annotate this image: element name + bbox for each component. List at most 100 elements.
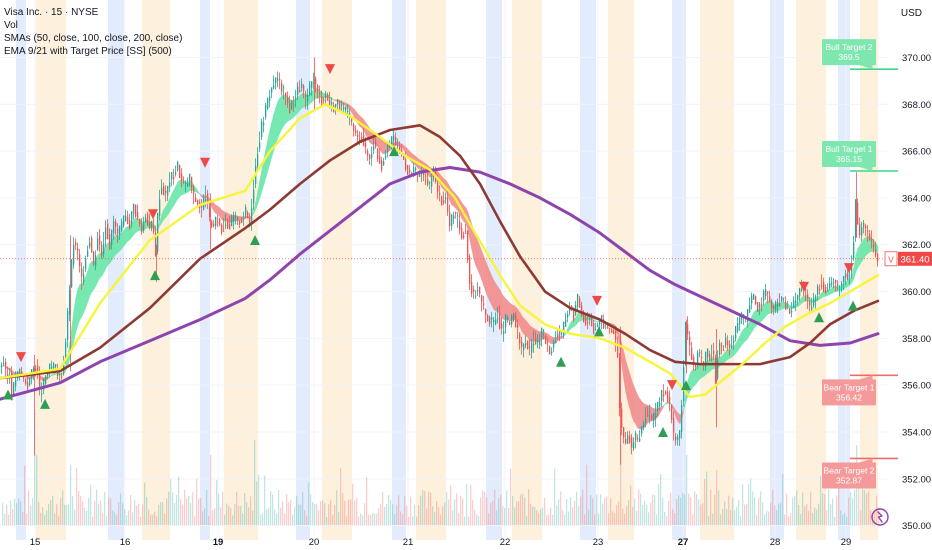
volume-bar [412,516,414,525]
candle-body [719,343,721,355]
volume-bar [340,468,342,525]
candle-body [503,331,505,334]
candle-body [259,142,261,149]
candle-body [319,92,321,95]
volume-bar [246,501,248,525]
candle-body [857,202,859,225]
volume-bar [262,513,264,525]
candle-body [653,412,655,421]
volume-bar [732,498,734,525]
volume-bar [230,507,232,525]
time-tick-label: 29 [841,537,852,548]
volume-bar [852,498,854,525]
volume-bar [650,502,652,525]
price-tick-label: 352.00 [902,474,931,485]
volume-bar [228,505,230,525]
volume-bar [266,509,268,525]
session-band [16,0,26,540]
volume-bar [194,515,196,525]
volume-bar [736,506,738,525]
volume-bar [466,483,468,525]
volume-bar [698,499,700,525]
candle-body [103,243,105,255]
volume-bar [2,503,4,525]
candle-body [729,344,731,348]
sma100-line [0,124,880,380]
volume-bar [574,500,576,525]
candle-body [361,137,363,140]
candle-body [749,304,751,313]
tradingview-logo-icon[interactable] [871,508,889,526]
volume-bar [394,514,396,525]
volume-bar [404,495,406,525]
session-band [672,0,686,540]
target-label-box [822,379,876,406]
candle-body [849,274,851,276]
candle-body [341,103,343,106]
volume-bar [22,512,24,525]
candle-body [673,417,675,433]
volume-bar [796,490,798,525]
volume-bar [846,516,848,525]
candle-body [457,215,459,217]
candle-body [611,329,613,333]
volume-bar [70,465,72,525]
candle-body [107,223,109,240]
volume-bar [388,495,390,525]
candle-body [777,302,779,307]
volume-bar [838,486,840,525]
legend-vol[interactable]: Vol [4,20,18,31]
volume-bar [634,498,636,525]
buy-signal-icon [556,356,566,367]
candle-body [209,207,211,217]
volume-bar [58,515,60,525]
volume-bar [44,514,46,525]
volume-bar [442,506,444,525]
volume-bar [422,489,424,525]
candle-body [325,95,327,98]
candle-body [553,341,555,348]
volume-bar [754,497,756,525]
volume-bar [414,504,416,525]
volume-bar [64,504,66,525]
candle-body [233,214,235,222]
session-band [580,0,596,540]
volume-bar [320,501,322,525]
volume-bar [184,489,186,525]
candle-body [583,312,585,323]
candle-body [299,90,301,93]
candle-body [475,295,477,297]
volume-bar [308,482,310,525]
candle-body [321,96,323,106]
candle-body [573,310,575,321]
legend-ema[interactable]: EMA 9/21 with Target Price [SS] (500) [4,46,172,57]
volume-bar [26,513,28,525]
volume-bar [828,489,830,525]
target-name: Bear Target 2 [824,465,875,475]
volume-bar [24,465,26,525]
volume-bar [610,498,612,525]
target-value: 352.87 [836,475,862,485]
price-tick-label: 368.00 [902,100,931,111]
legend-smas[interactable]: SMAs (50, close, 100, close, 200, close) [4,33,183,44]
symbol-title[interactable]: Visa Inc. · 15 · NYSE [4,7,99,18]
candle-body [189,173,191,182]
volume-bar [200,498,202,525]
candle-body [787,305,789,307]
candle-body [131,211,133,224]
buy-signal-icon [681,380,691,391]
candle-body [811,306,813,311]
candle-body [143,223,145,231]
volume-bar [504,508,506,525]
candle-body [183,181,185,183]
candle-body [415,168,417,170]
candle-body [481,295,483,302]
volume-bar [756,515,758,525]
candle-body [465,233,467,235]
volume-bar [238,505,240,525]
volume-bar [170,479,172,525]
volume-bar [172,492,174,525]
volume-bar [800,514,802,525]
buy-signal-icon [40,398,50,409]
